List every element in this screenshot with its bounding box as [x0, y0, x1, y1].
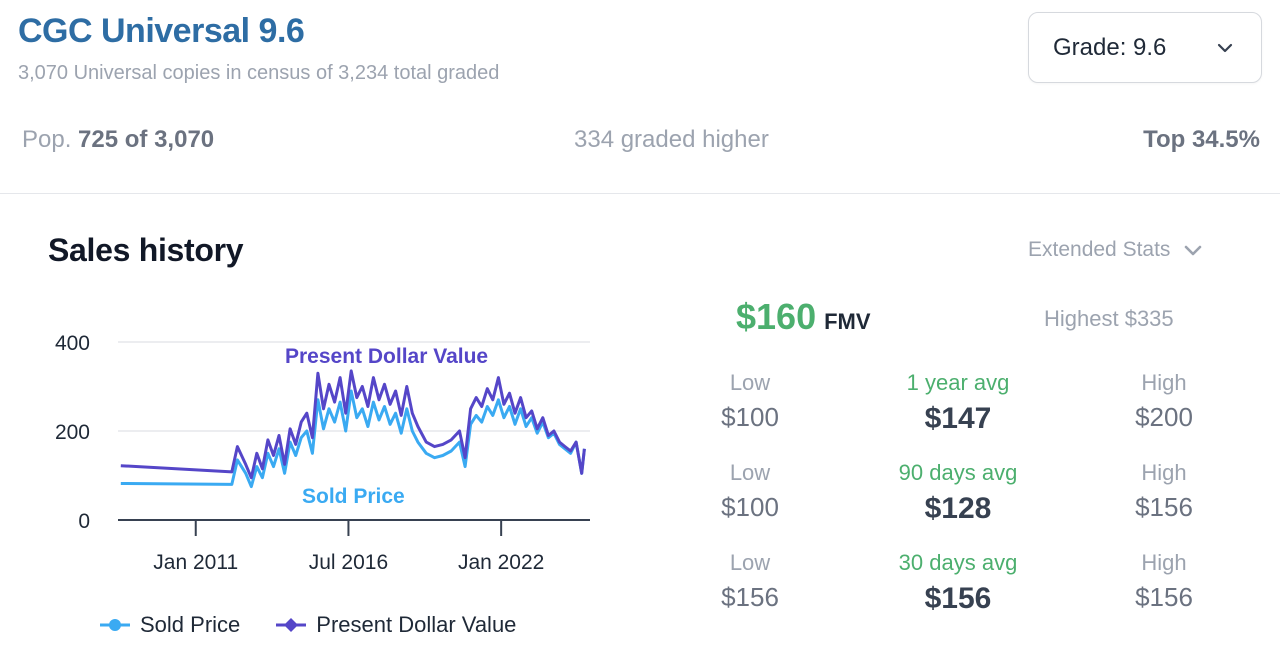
population-row: Pop. 725 of 3,070 334 graded higher Top … [0, 122, 1280, 162]
stat-high-label: High [1141, 370, 1187, 395]
fmv-value: $160 [736, 296, 817, 337]
stat-low-label: Low [729, 550, 771, 575]
pop-label: Pop. [22, 126, 72, 153]
stat-low-value: $100 [721, 492, 779, 522]
legend-marker-sold-price [100, 619, 130, 631]
divider [0, 193, 1280, 194]
fmv-summary: $160 FMV [736, 296, 871, 338]
stats-row-1-year: Low $100 1 year avg $147 High $200 [680, 370, 1260, 450]
grade-select[interactable]: Grade: 9.6 [1028, 12, 1262, 83]
stats-row-90-days: Low $100 90 days avg $128 High $156 [680, 460, 1260, 540]
graded-higher: 334 graded higher [574, 126, 769, 153]
fmv-label: FMV [824, 309, 871, 334]
stat-high-value: $156 [1135, 582, 1193, 612]
stat-high-value: $200 [1135, 402, 1193, 432]
stat-high-label: High [1141, 550, 1187, 575]
population-count: Pop. 725 of 3,070 [22, 126, 214, 154]
highest-sale: Highest $335 [1044, 306, 1174, 331]
sales-history-title: Sales history [48, 232, 244, 268]
stat-avg: 1 year avg $147 [858, 370, 1058, 436]
stat-high-value: $156 [1135, 492, 1193, 522]
stat-low-value: $100 [721, 402, 779, 432]
stat-high: High $156 [1094, 550, 1234, 613]
stat-avg: 90 days avg $128 [858, 460, 1058, 526]
stat-avg-value: $147 [924, 402, 992, 435]
pop-value: 725 of 3,070 [78, 126, 215, 153]
legend-item-present-dollar-value[interactable]: Present Dollar Value [276, 612, 516, 638]
y-tick-label: 400 [55, 332, 90, 355]
legend-marker-present-dollar-value [276, 618, 307, 632]
stat-avg-label: 1 year avg [906, 370, 1010, 395]
census-subtitle: 3,070 Universal copies in census of 3,23… [18, 62, 500, 84]
series-inline-label-present-dollar-value: Present Dollar Value [285, 345, 488, 368]
sales-history-chart: 0 200 400 Jan 2011 Jul 2016 Jan 2022 Sold Pric… [55, 332, 590, 574]
stat-avg-value: $156 [924, 582, 992, 615]
stat-avg-value: $128 [924, 492, 992, 525]
stat-low: Low $100 [680, 460, 820, 523]
x-tick-label: Jan 2011 [153, 551, 238, 574]
stat-low: Low $156 [680, 550, 820, 613]
y-tick-label: 0 [78, 510, 90, 533]
stats-row-30-days: Low $156 30 days avg $156 High $156 [680, 550, 1260, 630]
stat-low-value: $156 [721, 582, 779, 612]
stat-high-label: High [1141, 460, 1187, 485]
chevron-down-icon [1217, 43, 1233, 53]
stat-low-label: Low [729, 460, 771, 485]
x-tick-label: Jan 2022 [458, 551, 544, 574]
series-inline-label-sold-price: Sold Price [302, 485, 405, 508]
series-line-sold-price [120, 389, 586, 489]
stat-low-label: Low [729, 370, 771, 395]
legend-item-sold-price[interactable]: Sold Price [100, 612, 240, 638]
stat-avg-label: 90 days avg [898, 460, 1018, 485]
x-tick-label: Jul 2016 [309, 551, 388, 574]
grade-select-label: Grade: 9.6 [1053, 33, 1167, 61]
extended-stats-label: Extended Stats [1028, 238, 1171, 261]
legend-label-present-dollar-value: Present Dollar Value [316, 612, 517, 637]
legend-label-sold-price: Sold Price [140, 612, 241, 637]
series-line-present-dollar-value [120, 369, 586, 480]
stat-avg: 30 days avg $156 [858, 550, 1058, 616]
stat-high: High $156 [1094, 460, 1234, 523]
stat-high: High $200 [1094, 370, 1234, 433]
extended-stats-toggle[interactable]: Extended Stats [1028, 238, 1204, 262]
stat-avg-label: 30 days avg [898, 550, 1018, 575]
chevron-down-icon [1185, 245, 1202, 256]
y-tick-label: 200 [55, 421, 90, 444]
page-title: CGC Universal 9.6 [18, 12, 305, 50]
chart-legend: Sold Price Present Dollar Value [100, 612, 552, 638]
stat-low: Low $100 [680, 370, 820, 433]
top-percent: Top 34.5% [1143, 126, 1260, 153]
